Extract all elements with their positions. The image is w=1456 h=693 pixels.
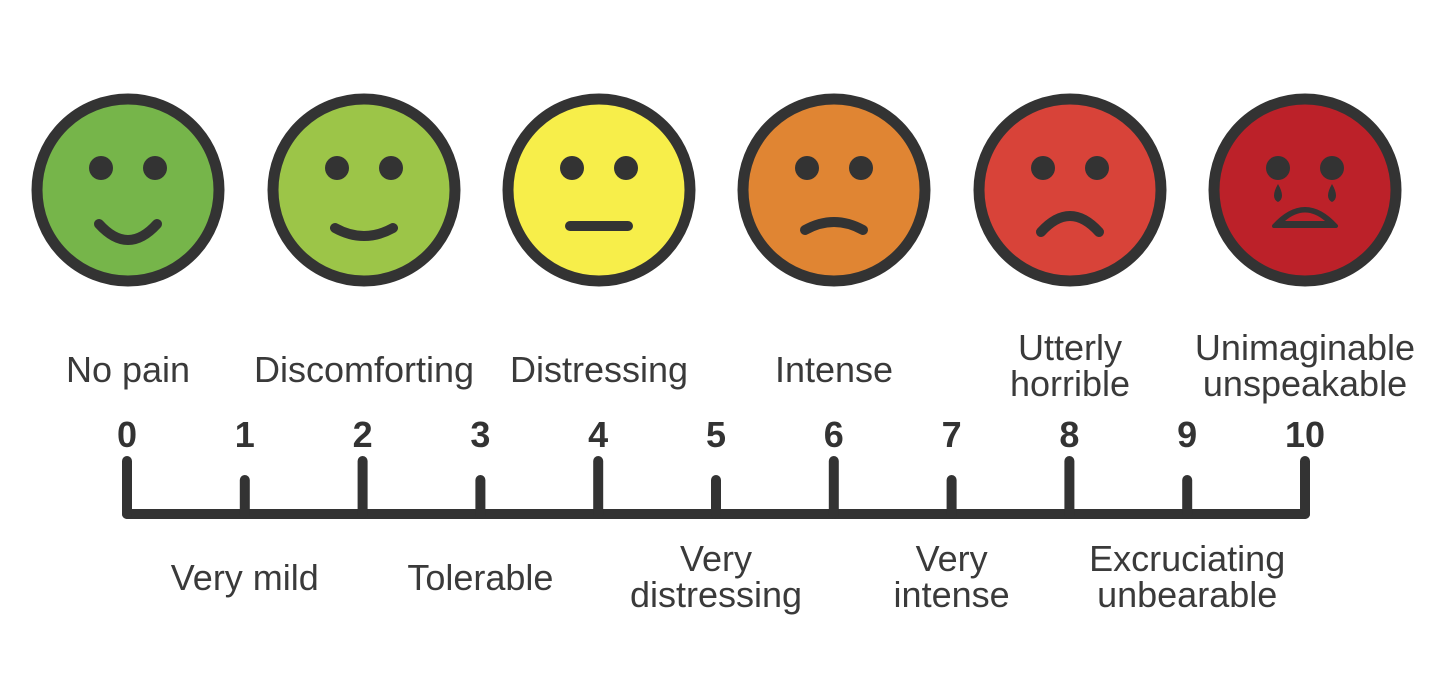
tear-drop — [1328, 184, 1336, 202]
face-disc — [31, 93, 225, 287]
top-label-10: Unimaginable unspeakable — [1194, 327, 1416, 404]
slight-frown-face-icon — [737, 93, 931, 287]
bottom-label-9: Excruciating unbearable — [1089, 538, 1286, 615]
scale-number-6: 6 — [823, 414, 844, 455]
face-disc — [973, 93, 1167, 287]
crying-face-icon — [1208, 93, 1402, 287]
left-eye — [1266, 156, 1290, 180]
bottom-label-5: Very distressing — [629, 538, 803, 615]
scale-number-0: 0 — [116, 414, 138, 455]
face-disc — [502, 93, 696, 287]
scale-number-3: 3 — [470, 414, 491, 455]
scale-axis — [122, 456, 1310, 519]
right-eye — [614, 156, 638, 180]
face-disc — [267, 93, 461, 287]
right-eye — [1085, 156, 1109, 180]
right-eye — [1320, 156, 1344, 180]
bottom-label-7: Very intense — [893, 538, 1010, 615]
left-eye — [560, 156, 584, 180]
left-eye — [89, 156, 113, 180]
face-disc — [1208, 93, 1402, 287]
right-eye — [849, 156, 873, 180]
scale-number-8: 8 — [1059, 414, 1080, 455]
top-label-4: Distressing — [509, 349, 689, 390]
smiling-face-icon — [31, 93, 225, 287]
tear-drop — [1274, 184, 1282, 202]
right-eye — [143, 156, 167, 180]
scale-number-1: 1 — [234, 414, 255, 455]
scale-number-10: 10 — [1284, 414, 1326, 455]
top-label-2: Discomforting — [253, 349, 475, 390]
mouth — [1036, 211, 1104, 237]
mouth — [94, 219, 162, 245]
scale-number-7: 7 — [941, 414, 962, 455]
slight-smile-face-icon — [267, 93, 461, 287]
scale-number-9: 9 — [1177, 414, 1198, 455]
left-eye — [795, 156, 819, 180]
mouth — [330, 223, 398, 241]
scale-number-2: 2 — [352, 414, 373, 455]
top-label-0: No pain — [65, 349, 191, 390]
bottom-label-3: Tolerable — [407, 557, 554, 598]
face-disc — [737, 93, 931, 287]
right-eye — [379, 156, 403, 180]
left-eye — [325, 156, 349, 180]
faces-row — [31, 93, 1402, 287]
mouth — [800, 217, 868, 235]
top-label-8: Utterly horrible — [1009, 327, 1131, 404]
mouth-inner — [1285, 212, 1325, 221]
frowning-face-icon — [973, 93, 1167, 287]
bottom-label-1: Very mild — [170, 557, 319, 598]
scale-number-4: 4 — [588, 414, 609, 455]
scale-number-5: 5 — [705, 414, 727, 455]
top-label-6: Intense — [774, 349, 894, 390]
left-eye — [1031, 156, 1055, 180]
neutral-face-icon — [502, 93, 696, 287]
